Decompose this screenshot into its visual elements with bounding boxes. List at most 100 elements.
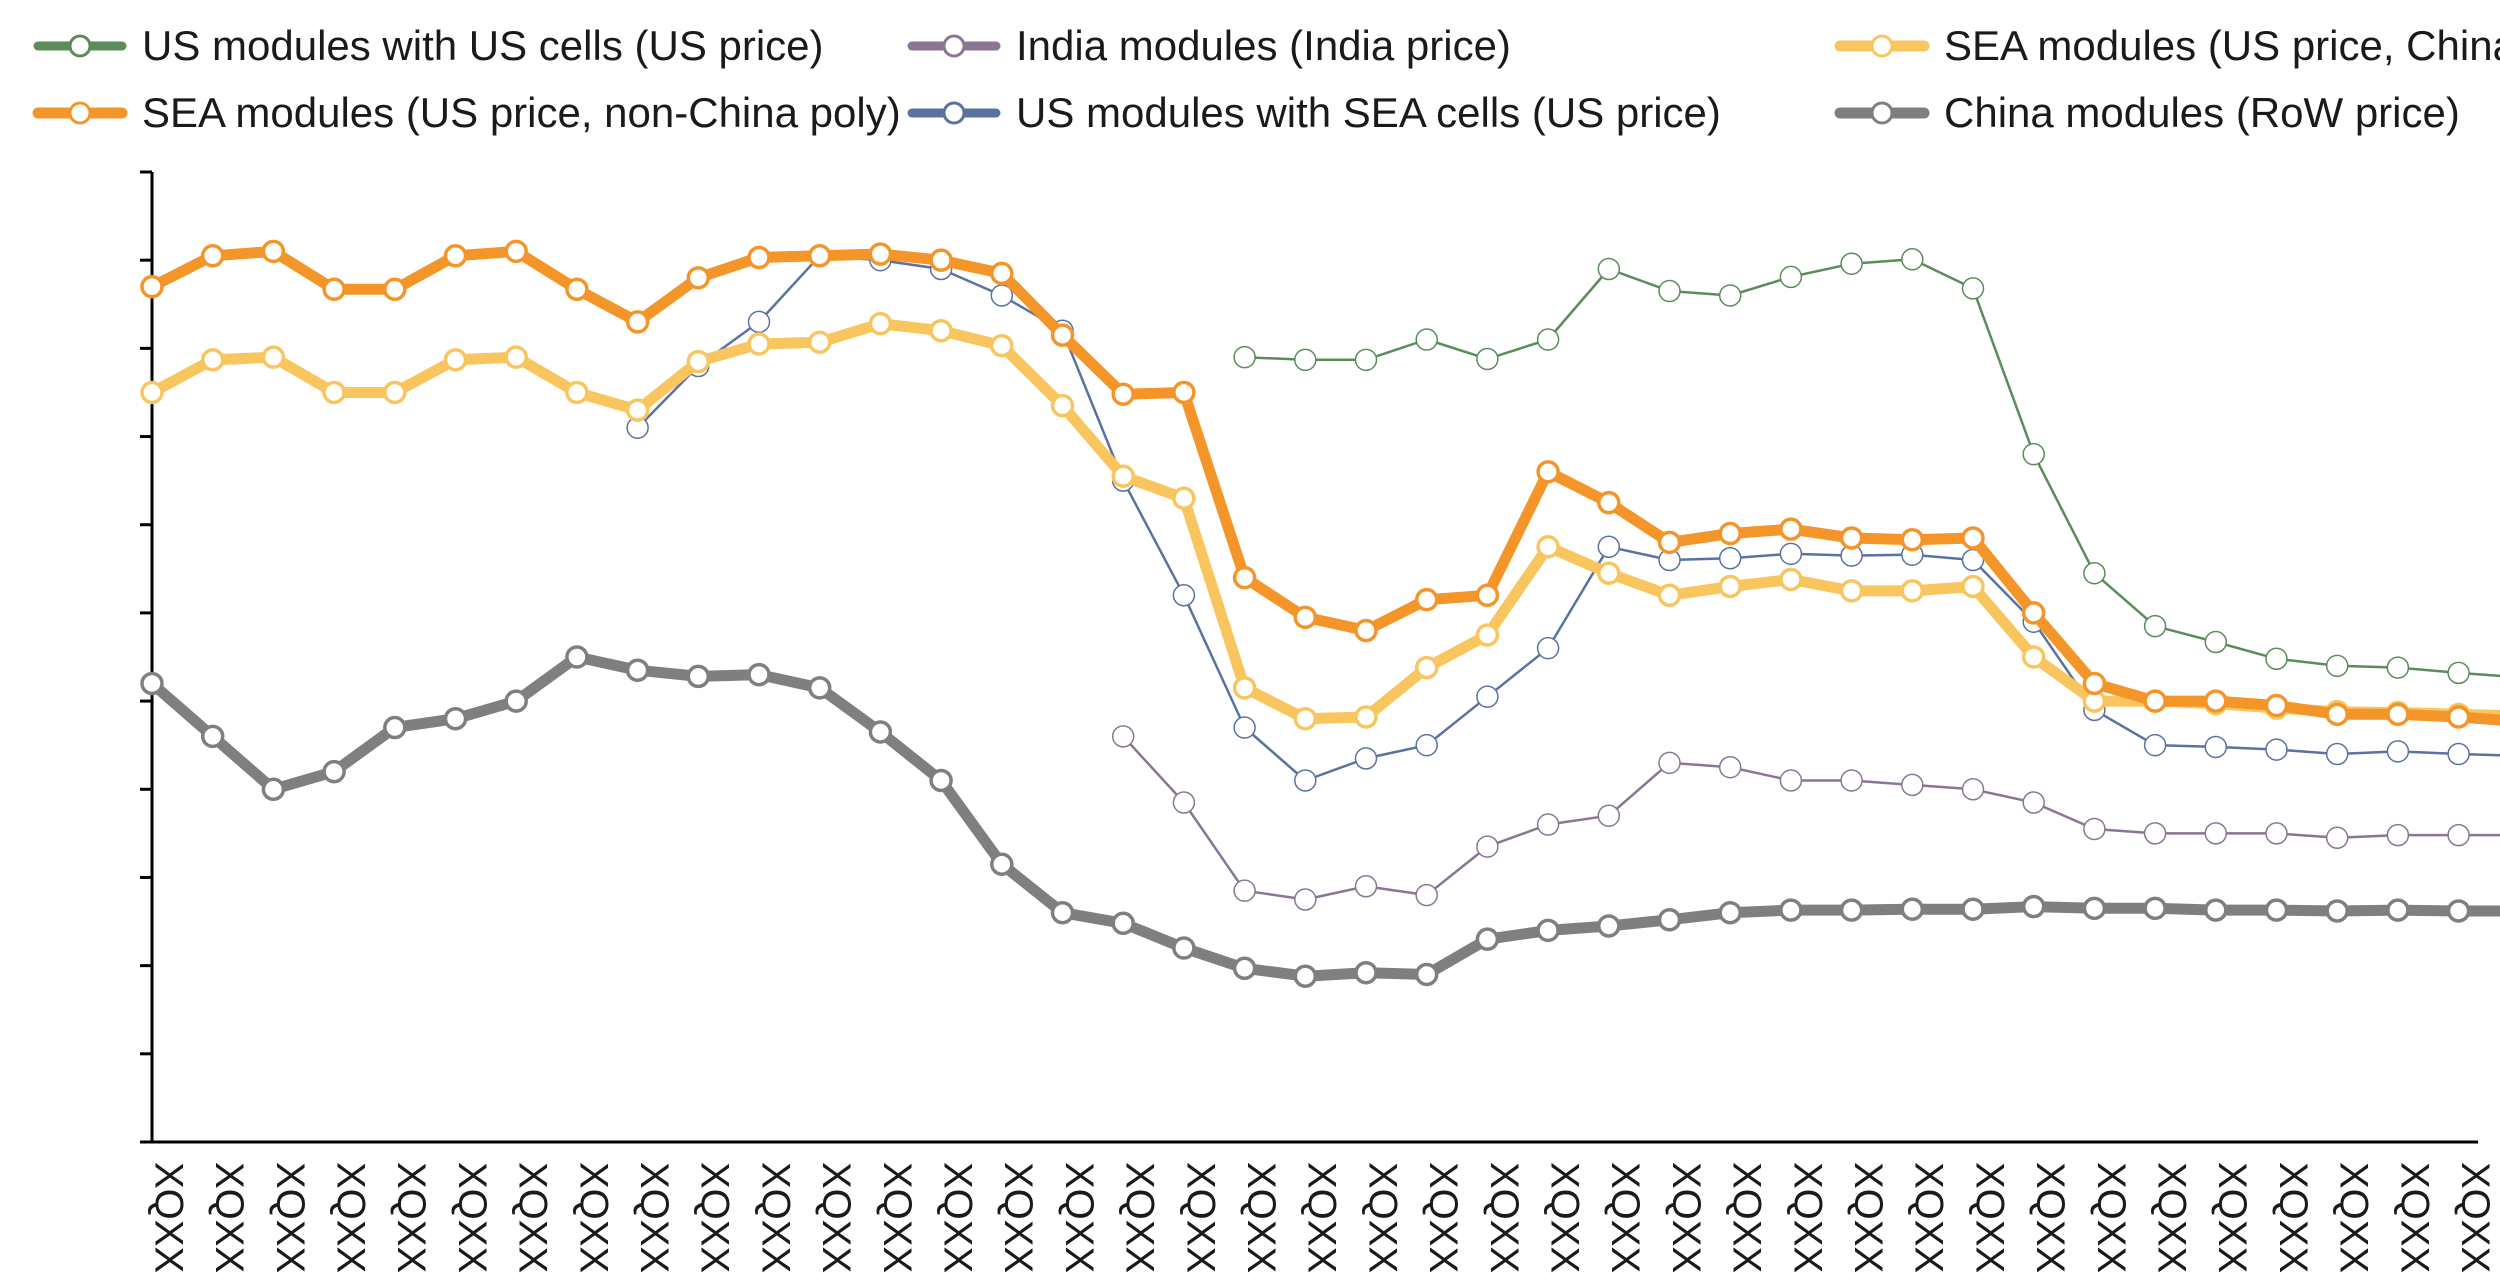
x-tick-label: XQXX — [1057, 1162, 1101, 1273]
data-point — [565, 277, 589, 302]
data-point — [1476, 685, 1499, 708]
data-point — [1050, 900, 1075, 925]
data-point — [1961, 897, 1985, 921]
data-point — [1961, 277, 1985, 300]
data-point — [1840, 252, 1863, 275]
data-point — [686, 266, 711, 290]
data-point — [1354, 348, 1378, 372]
data-point — [322, 759, 346, 784]
legend-label: US modules with SEA cells (US price) — [1016, 89, 1721, 136]
legend-item: India modules (India price) — [907, 22, 1511, 69]
data-point — [1961, 574, 1985, 599]
data-point — [1414, 587, 1439, 612]
data-point — [868, 720, 893, 744]
data-point — [443, 348, 468, 372]
data-point — [504, 239, 528, 264]
data-point — [2264, 898, 2289, 922]
x-tick-label: XQXX — [2028, 1162, 2072, 1273]
data-point — [2022, 791, 2045, 814]
data-point — [443, 244, 468, 268]
data-point — [747, 310, 771, 334]
data-point — [1354, 705, 1378, 729]
data-point — [2264, 693, 2289, 718]
x-tick-label: XQXX — [1785, 1162, 1829, 1273]
x-tick-label: XQXX — [996, 1162, 1040, 1273]
data-point — [1718, 546, 1742, 570]
data-point — [1354, 960, 1378, 985]
data-point — [1415, 883, 1438, 907]
x-tick-label: XQXX — [511, 1162, 555, 1273]
data-point — [1536, 918, 1560, 943]
x-tick-label: XQXX — [450, 1162, 494, 1273]
data-point — [1111, 725, 1135, 748]
series-line — [146, 245, 2500, 726]
data-point — [2204, 822, 2228, 845]
data-point — [2143, 896, 2167, 921]
data-point — [2265, 647, 2288, 671]
data-point — [1718, 521, 1742, 546]
data-point — [2447, 823, 2470, 847]
x-tick-label: XQXX — [207, 1162, 251, 1273]
data-point — [261, 345, 286, 369]
x-tick-label: XQXX — [875, 1162, 919, 1273]
data-point — [1172, 380, 1196, 405]
legend-item: SEA modules (US price, non-China poly) — [32, 89, 901, 136]
data-point — [1779, 517, 1803, 541]
data-point — [2204, 898, 2228, 922]
data-point — [990, 333, 1014, 358]
data-point — [2082, 896, 2107, 921]
data-point — [1172, 936, 1196, 960]
x-tick-label: XQXX — [1360, 1162, 1404, 1273]
data-point — [1658, 751, 1681, 775]
data-point — [1354, 618, 1378, 643]
data-point — [383, 715, 407, 740]
data-point — [1536, 460, 1560, 484]
data-point — [1414, 962, 1439, 987]
data-point — [929, 768, 953, 793]
x-tick-label: XQXX — [1725, 1162, 1769, 1273]
data-point — [1293, 706, 1318, 731]
data-point — [1657, 530, 1682, 555]
data-point — [1597, 490, 1621, 515]
data-point — [2083, 817, 2106, 841]
data-point — [2204, 735, 2228, 759]
data-point — [1658, 279, 1681, 303]
legend-item: China modules (RoW price) — [1834, 89, 2460, 136]
data-point — [990, 852, 1014, 876]
data-point — [1597, 535, 1621, 559]
data-point — [1111, 911, 1135, 936]
data-point — [1232, 956, 1257, 981]
data-point — [2204, 689, 2228, 713]
data-point — [565, 380, 589, 405]
legend-item: US modules with US cells (US price) — [33, 22, 824, 69]
legend-label: China modules (RoW price) — [1944, 89, 2460, 136]
data-point — [1233, 345, 1256, 369]
data-point — [1475, 583, 1500, 608]
data-point — [1779, 265, 1803, 289]
data-point — [1961, 778, 1985, 801]
x-tick-label: XQXX — [1907, 1162, 1951, 1273]
legend-swatch-marker — [942, 101, 966, 125]
legend-label: SEA modules (US price, non-China poly) — [142, 89, 901, 136]
data-point — [1718, 574, 1742, 599]
data-point — [1293, 605, 1318, 630]
x-tick-label: XQXX — [1543, 1162, 1587, 1273]
data-point — [1779, 567, 1803, 592]
data-point — [1293, 964, 1318, 988]
data-point — [1718, 284, 1742, 307]
series-sea-modules-us-price-china-poly — [140, 311, 2500, 731]
data-point — [261, 239, 286, 264]
y-axis-ticks — [140, 170, 152, 1144]
data-point — [383, 380, 407, 405]
data-point — [1475, 927, 1500, 951]
x-tick-label: XQXX — [2210, 1162, 2254, 1273]
data-point — [2386, 740, 2410, 763]
data-point — [1900, 527, 1925, 552]
x-tick-label: XQXX — [632, 1162, 676, 1273]
legend-swatch-marker — [1870, 34, 1894, 58]
data-point — [868, 311, 893, 336]
data-point — [1294, 888, 1317, 911]
data-point — [1354, 875, 1378, 898]
series-india-modules-india-price — [1111, 725, 2500, 911]
data-point — [2447, 661, 2470, 685]
